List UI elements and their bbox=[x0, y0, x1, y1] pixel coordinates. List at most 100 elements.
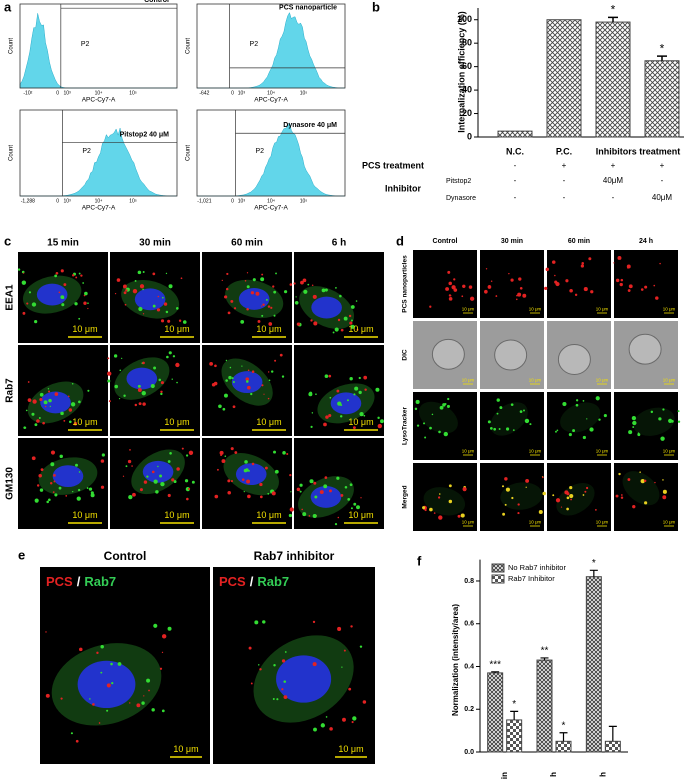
spot bbox=[505, 427, 510, 431]
spot bbox=[353, 502, 357, 506]
spot bbox=[324, 374, 329, 379]
cell: 40μM bbox=[603, 176, 624, 185]
spot bbox=[541, 476, 544, 479]
spot bbox=[110, 662, 113, 666]
spot bbox=[139, 488, 143, 492]
x-tick-label: 1 h bbox=[549, 772, 558, 779]
spot bbox=[171, 378, 173, 380]
spot bbox=[359, 645, 363, 648]
spot bbox=[90, 491, 94, 495]
spot bbox=[310, 425, 313, 428]
spot bbox=[27, 381, 30, 383]
spot bbox=[45, 693, 50, 698]
scale-bar-label: 10 μm bbox=[256, 417, 281, 427]
spot bbox=[300, 280, 304, 285]
x-tick-label: 0 bbox=[56, 90, 59, 96]
spot bbox=[438, 515, 443, 520]
spot bbox=[302, 278, 307, 283]
spot bbox=[261, 314, 264, 317]
spot bbox=[544, 286, 548, 291]
spot bbox=[78, 400, 81, 404]
x-tick-label: -1,288 bbox=[21, 198, 35, 204]
spot bbox=[282, 451, 286, 455]
spot bbox=[429, 426, 432, 430]
panel-letter: e bbox=[18, 547, 25, 562]
cell: + bbox=[660, 161, 665, 170]
spot bbox=[488, 285, 491, 288]
spot bbox=[337, 401, 342, 406]
x-tick-label: 0 bbox=[231, 90, 234, 96]
panel-letter: c bbox=[4, 233, 11, 248]
plot-frame bbox=[196, 109, 346, 197]
spot bbox=[415, 399, 420, 404]
spot bbox=[490, 280, 493, 282]
spot bbox=[119, 369, 122, 372]
spot bbox=[552, 494, 555, 497]
cell: + bbox=[611, 161, 616, 170]
spot bbox=[350, 305, 355, 309]
y-tick-label: 40 bbox=[462, 84, 472, 94]
spot bbox=[325, 716, 328, 718]
micrograph bbox=[547, 321, 611, 389]
micrograph bbox=[480, 250, 544, 318]
y-tick-label: 60 bbox=[462, 61, 472, 71]
spot bbox=[83, 301, 87, 305]
spot bbox=[309, 391, 313, 395]
spot bbox=[346, 399, 349, 402]
spot bbox=[214, 494, 219, 499]
spot bbox=[565, 279, 569, 283]
spot bbox=[329, 396, 332, 399]
spot bbox=[62, 297, 65, 299]
spot bbox=[461, 295, 464, 298]
spot bbox=[581, 261, 585, 265]
spot bbox=[289, 473, 292, 477]
spot bbox=[52, 491, 55, 493]
spot bbox=[222, 407, 226, 411]
spot bbox=[263, 393, 265, 395]
significance: ** bbox=[541, 646, 549, 657]
spot bbox=[260, 277, 265, 282]
spot bbox=[615, 494, 619, 498]
spot bbox=[254, 620, 259, 625]
spot bbox=[260, 305, 263, 307]
spot bbox=[281, 688, 284, 691]
spot bbox=[281, 659, 286, 663]
y-tick-label: 20 bbox=[462, 108, 472, 118]
group-label: Inhibitors treatment bbox=[596, 146, 681, 156]
spot bbox=[319, 490, 324, 495]
scale-bar-label: 10 μm bbox=[173, 744, 198, 754]
bar bbox=[497, 130, 533, 138]
scale-bar-label: 10 μm bbox=[663, 449, 676, 454]
plot-frame bbox=[196, 3, 346, 89]
x-axis-label: APC-Cy7-A bbox=[82, 97, 116, 104]
spot bbox=[148, 689, 150, 692]
spot bbox=[230, 447, 234, 451]
spot bbox=[294, 300, 299, 305]
spot bbox=[21, 280, 27, 285]
spot bbox=[619, 282, 623, 287]
x-tick-label: N.C. bbox=[506, 146, 524, 156]
spot bbox=[261, 384, 264, 387]
spot bbox=[38, 473, 42, 478]
micrograph bbox=[202, 345, 292, 436]
spot bbox=[349, 321, 353, 325]
row-label: LysoTracker bbox=[402, 407, 409, 446]
row-label: Rab7 bbox=[5, 378, 16, 403]
spot bbox=[58, 486, 62, 490]
spot bbox=[219, 450, 224, 455]
spot bbox=[289, 283, 293, 286]
micrograph bbox=[40, 567, 210, 764]
image-title: Rab7 inhibitor bbox=[254, 549, 335, 563]
spot bbox=[121, 357, 123, 359]
spot bbox=[259, 482, 263, 487]
error-bar bbox=[540, 657, 549, 661]
spot bbox=[107, 357, 110, 360]
spot bbox=[469, 296, 475, 301]
spot bbox=[123, 291, 127, 295]
spot bbox=[627, 289, 631, 292]
spot bbox=[31, 456, 36, 461]
cytoplasm bbox=[500, 482, 543, 510]
spot bbox=[324, 476, 328, 479]
scale-bar-label: 10 μm bbox=[348, 510, 373, 520]
cell-outline bbox=[628, 333, 662, 365]
